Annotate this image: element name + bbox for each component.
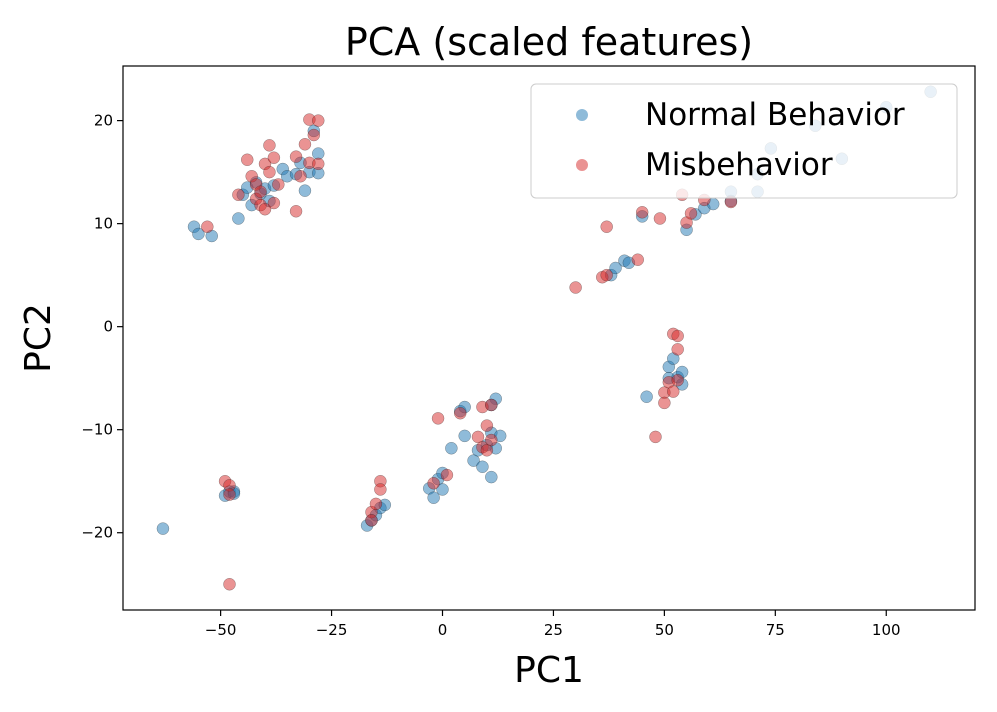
misbehavior-point	[241, 153, 254, 167]
misbehavior-point	[201, 220, 214, 233]
misbehavior-point	[600, 220, 613, 233]
normal-behavior-point	[156, 522, 170, 535]
x-tick-label: 100	[872, 621, 901, 639]
misbehavior-point	[267, 196, 281, 210]
misbehavior-point	[658, 396, 671, 410]
legend-label-normal-behavior: Normal Behavior	[645, 97, 905, 133]
misbehavior-point	[635, 206, 649, 219]
normal-behavior-point	[485, 470, 498, 484]
normal-behavior-point	[467, 454, 480, 467]
misbehavior-point	[298, 138, 312, 151]
misbehavior-point	[600, 268, 613, 282]
misbehavior-point	[294, 169, 307, 183]
misbehavior-point	[254, 185, 267, 198]
legend-marker-normal-behavior	[576, 109, 588, 121]
legend-label-misbehavior: Misbehavior	[645, 147, 833, 183]
misbehavior-point	[263, 165, 276, 179]
misbehavior-point	[307, 128, 321, 142]
y-tick-label: 0	[103, 318, 113, 336]
misbehavior-point	[272, 178, 285, 191]
plot-frame	[122, 65, 976, 611]
y-axis-ticks: −20 −10 0 10 20	[81, 112, 123, 542]
misbehavior-point	[671, 343, 684, 356]
x-tick-label: 0	[438, 621, 448, 639]
normal-behavior-point	[476, 460, 489, 474]
misbehavior-point	[485, 433, 498, 447]
x-tick-label: 25	[544, 621, 563, 639]
y-tick-label: 20	[94, 112, 113, 130]
x-axis-label: PC1	[514, 650, 584, 691]
y-axis-label: PC2	[18, 303, 59, 373]
misbehavior-point	[263, 139, 276, 152]
misbehavior-point	[369, 497, 383, 511]
misbehavior-point	[454, 406, 467, 420]
x-axis-ticks: −50 −25 0 25 50 75 100	[205, 610, 901, 639]
legend-marker-misbehavior	[576, 159, 588, 171]
y-tick-label: −20	[81, 524, 113, 542]
misbehavior-point	[631, 253, 644, 266]
misbehavior-point	[485, 398, 498, 412]
normal-behavior-point	[192, 227, 205, 241]
normal-behavior-point	[298, 184, 312, 197]
misbehavior-point	[569, 281, 582, 294]
y-tick-label: 10	[94, 215, 113, 233]
misbehavior-point	[671, 329, 684, 343]
x-tick-label: −50	[205, 621, 237, 639]
normal-behavior-point	[609, 261, 622, 275]
misbehavior-point	[267, 151, 281, 164]
misbehavior-point	[440, 468, 454, 482]
legend: Normal Behavior Misbehavior	[530, 83, 958, 199]
y-tick-label: −10	[81, 421, 113, 439]
legend-box	[530, 83, 958, 199]
misbehavior-point	[289, 150, 303, 163]
misbehavior-point	[289, 205, 303, 218]
chart-title: PCA (scaled features)	[345, 20, 753, 64]
x-tick-label: −25	[316, 621, 348, 639]
normal-behavior-point	[436, 483, 449, 496]
normal-behavior-point	[640, 390, 653, 403]
misbehavior-point	[223, 488, 236, 501]
misbehavior-point	[667, 385, 680, 398]
normal-behavior-point	[458, 429, 471, 443]
misbehavior-point	[653, 212, 667, 225]
misbehavior-point	[232, 188, 245, 202]
x-tick-label: 50	[655, 621, 674, 639]
misbehavior-point	[365, 514, 378, 527]
misbehavior-point	[374, 483, 387, 496]
misbehavior-point	[480, 444, 494, 457]
normal-behavior-point	[232, 212, 245, 225]
misbehavior-point	[312, 157, 325, 171]
x-tick-label: 75	[766, 621, 785, 639]
misbehavior-point	[684, 207, 698, 220]
normal-behavior-point	[427, 491, 440, 504]
misbehavior-point	[480, 419, 494, 432]
misbehavior-point	[671, 373, 684, 387]
misbehavior-point	[312, 114, 325, 127]
misbehavior-point	[258, 202, 272, 216]
misbehavior-point	[427, 477, 440, 490]
misbehavior-point	[649, 430, 662, 444]
misbehavior-point	[471, 430, 485, 444]
normal-behavior-point	[445, 441, 458, 455]
misbehavior-point	[431, 412, 445, 425]
misbehavior-point	[223, 577, 236, 591]
